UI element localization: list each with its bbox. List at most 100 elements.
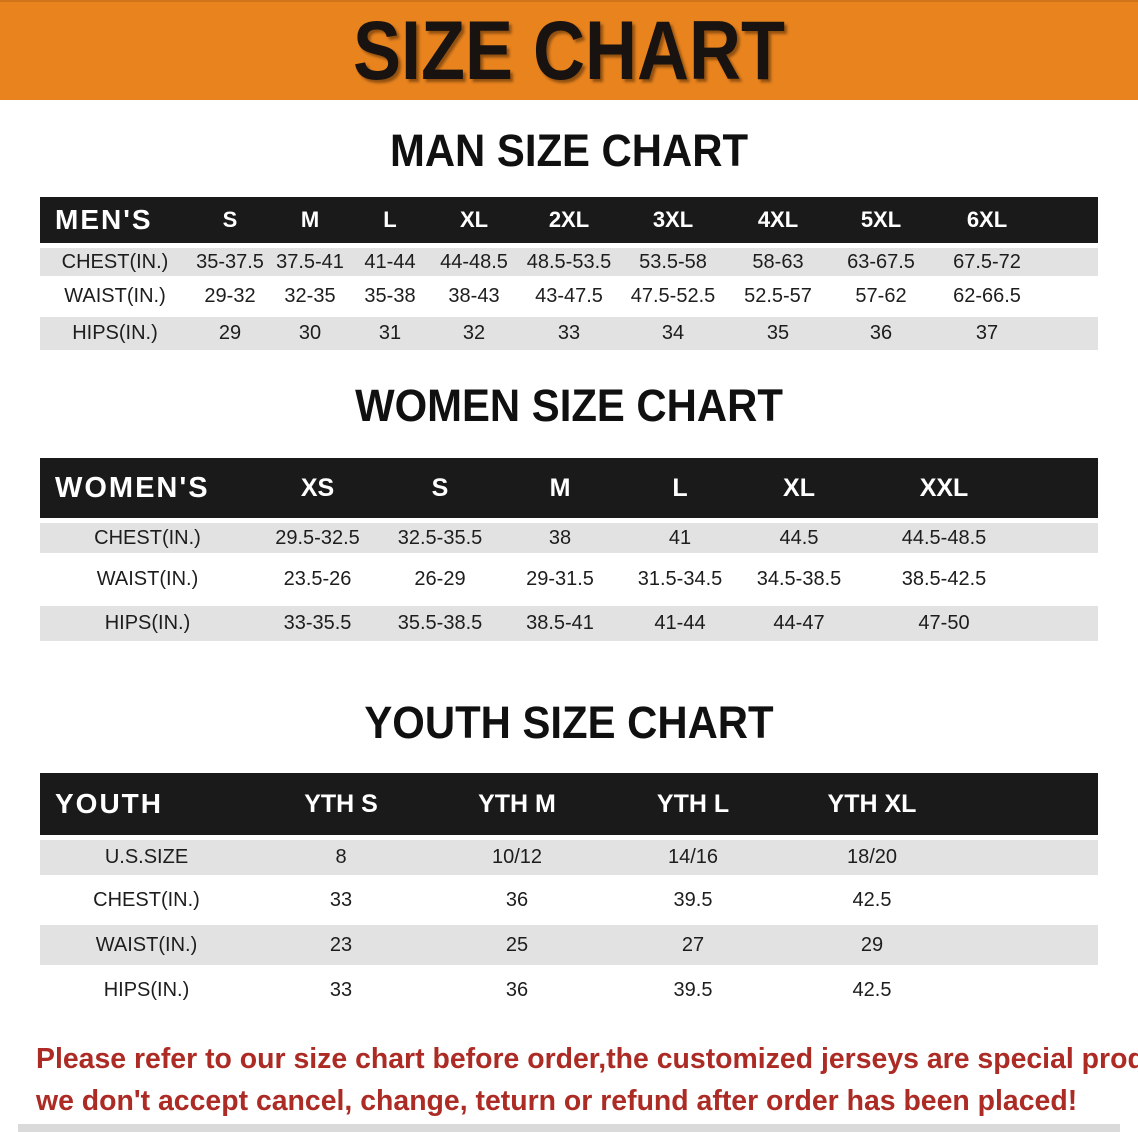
value-cell: 39.5 <box>605 970 781 1015</box>
row-label: HIPS(IN.) <box>40 606 255 650</box>
value-cell: 14/16 <box>605 835 781 880</box>
heading-youth-size-chart: YOUTH SIZE CHART <box>364 697 774 748</box>
table-corner-label: WOMEN'S <box>55 471 210 504</box>
table-row: CHEST(IN.) 29.5-32.5 32.5-35.5 38 41 44.5 44.5… <box>40 518 1098 562</box>
column-header-filler <box>1030 458 1098 518</box>
table-row: CHEST(IN.) 35-37.5 37.5-41 41-44 44-48.5 48.5… <box>40 243 1098 280</box>
value-cell: 41 <box>620 518 740 562</box>
value-cell: 38 <box>500 518 620 562</box>
value-cell: 33-35.5 <box>255 606 380 650</box>
column-header: M <box>549 473 571 502</box>
column-header: XL <box>459 207 489 232</box>
value-cell: 43-47.5 <box>518 280 620 317</box>
value-cell: 47.5-52.5 <box>620 280 726 317</box>
value-cell: 44-48.5 <box>430 243 518 280</box>
value-cell: 47-50 <box>858 606 1030 650</box>
heading-women-size-chart: WOMEN SIZE CHART <box>355 380 783 431</box>
value-cell: 57-62 <box>830 280 932 317</box>
value-cell: 29-32 <box>190 280 270 317</box>
disclaimer-line-2: we don't accept cancel, change, teturn o… <box>36 1085 1078 1117</box>
column-header: 6XL <box>966 207 1008 232</box>
value-cell: 29 <box>190 317 270 354</box>
row-label: CHEST(IN.) <box>40 518 255 562</box>
value-cell: 10/12 <box>429 835 605 880</box>
table-row: WAIST(IN.) 23.5-26 26-29 29-31.5 31.5-34.5 34… <box>40 562 1098 606</box>
value-cell: 67.5-72 <box>932 243 1042 280</box>
value-cell-filler <box>963 880 1098 925</box>
value-cell: 38.5-41 <box>500 606 620 650</box>
value-cell: 44.5-48.5 <box>858 518 1030 562</box>
bottom-divider <box>18 1124 1120 1132</box>
value-cell-filler <box>1042 280 1098 317</box>
value-cell-filler <box>963 835 1098 880</box>
value-cell: 42.5 <box>781 970 963 1015</box>
table-header-row: YOUTH YTH S YTH M YTH L YTH XL <box>40 773 1098 835</box>
column-header: 5XL <box>860 207 902 232</box>
size-chart-banner: SIZE CHART <box>0 0 1138 100</box>
row-label: HIPS(IN.) <box>40 970 253 1015</box>
value-cell-filler <box>1042 243 1098 280</box>
value-cell: 62-66.5 <box>932 280 1042 317</box>
table-row: CHEST(IN.) 33 36 39.5 42.5 <box>40 880 1098 925</box>
table-row: U.S.SIZE 8 10/12 14/16 18/20 <box>40 835 1098 880</box>
value-cell: 32-35 <box>270 280 350 317</box>
value-cell: 38.5-42.5 <box>858 562 1030 606</box>
value-cell: 58-63 <box>726 243 830 280</box>
value-cell: 32.5-35.5 <box>380 518 500 562</box>
column-header: YTH M <box>478 789 556 818</box>
value-cell: 35 <box>726 317 830 354</box>
column-header: 4XL <box>757 207 799 232</box>
order-disclaimer: Please refer to our size chart before or… <box>36 1038 1138 1122</box>
banner-title: SIZE CHART <box>353 4 785 97</box>
value-cell: 41-44 <box>620 606 740 650</box>
value-cell: 23 <box>253 925 429 970</box>
value-cell: 25 <box>429 925 605 970</box>
row-label: U.S.SIZE <box>40 835 253 880</box>
value-cell: 52.5-57 <box>726 280 830 317</box>
value-cell: 8 <box>253 835 429 880</box>
value-cell: 48.5-53.5 <box>518 243 620 280</box>
value-cell: 29.5-32.5 <box>255 518 380 562</box>
table-header-row: WOMEN'S XS S M L XL XXL <box>40 458 1098 518</box>
value-cell: 63-67.5 <box>830 243 932 280</box>
value-cell: 34.5-38.5 <box>740 562 858 606</box>
value-cell: 41-44 <box>350 243 430 280</box>
value-cell: 35.5-38.5 <box>380 606 500 650</box>
value-cell: 35-38 <box>350 280 430 317</box>
column-header: XL <box>783 473 815 502</box>
value-cell-filler <box>1030 606 1098 650</box>
value-cell-filler <box>1030 562 1098 606</box>
value-cell: 29 <box>781 925 963 970</box>
value-cell-filler <box>963 970 1098 1015</box>
row-label: CHEST(IN.) <box>40 243 190 280</box>
row-label: WAIST(IN.) <box>40 925 253 970</box>
value-cell: 37 <box>932 317 1042 354</box>
column-header: L <box>672 473 688 502</box>
value-cell: 36 <box>429 970 605 1015</box>
value-cell: 31.5-34.5 <box>620 562 740 606</box>
value-cell: 53.5-58 <box>620 243 726 280</box>
table-row: HIPS(IN.) 29 30 31 32 33 34 35 36 37 <box>40 317 1098 354</box>
value-cell: 33 <box>518 317 620 354</box>
column-header: XXL <box>919 473 969 502</box>
column-header-filler <box>963 773 1098 835</box>
value-cell: 18/20 <box>781 835 963 880</box>
table-row: HIPS(IN.) 33 36 39.5 42.5 <box>40 970 1098 1015</box>
column-header: S <box>431 473 449 502</box>
table-corner-label: MEN'S <box>55 204 153 235</box>
value-cell: 35-37.5 <box>190 243 270 280</box>
value-cell-filler <box>1030 518 1098 562</box>
value-cell: 36 <box>429 880 605 925</box>
value-cell: 44-47 <box>740 606 858 650</box>
value-cell: 39.5 <box>605 880 781 925</box>
column-header: XS <box>300 473 335 502</box>
value-cell: 32 <box>430 317 518 354</box>
value-cell: 26-29 <box>380 562 500 606</box>
youth-size-table: YOUTH YTH S YTH M YTH L YTH XL U.S.SIZE 8 10/1… <box>40 773 1098 1015</box>
row-label: WAIST(IN.) <box>40 280 190 317</box>
heading-man-size-chart: MAN SIZE CHART <box>389 125 749 176</box>
table-corner-label: YOUTH <box>55 788 163 819</box>
value-cell: 44.5 <box>740 518 858 562</box>
value-cell: 23.5-26 <box>255 562 380 606</box>
column-header: M <box>300 207 320 232</box>
